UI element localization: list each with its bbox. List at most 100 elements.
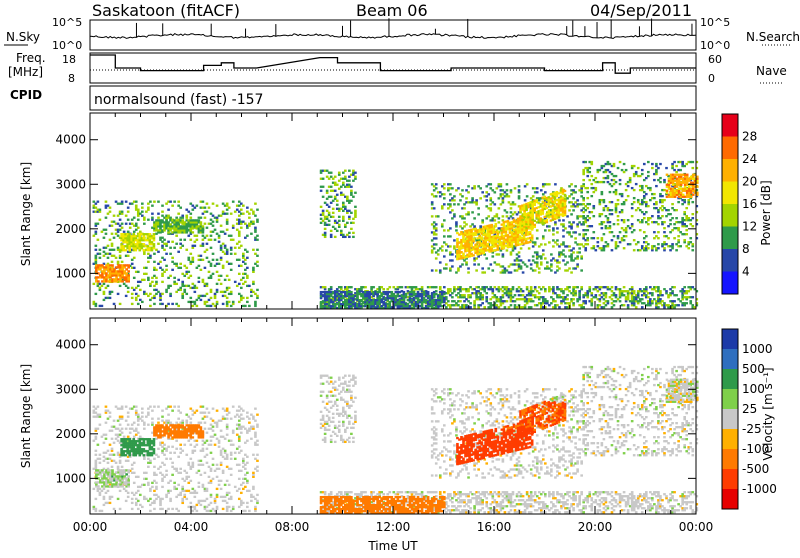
power-cell (605, 205, 608, 207)
power-cell (328, 206, 331, 208)
power-cell (649, 286, 652, 288)
power-cell (125, 201, 128, 203)
power-cell (676, 186, 679, 188)
power-cell (95, 233, 98, 235)
power-cell (647, 161, 650, 163)
power-cell (681, 294, 684, 296)
power-cell (200, 221, 203, 223)
power-cell (619, 231, 622, 233)
power-cell (356, 295, 359, 297)
power-cell (489, 263, 492, 265)
power-cell (320, 172, 323, 174)
power-cell (107, 213, 110, 215)
power-cell (202, 201, 205, 203)
power-cell (651, 167, 654, 169)
power-cell (169, 223, 172, 225)
power-cell (453, 215, 456, 217)
colorbar-tick-label: 16 (742, 197, 757, 211)
power-cell (683, 286, 686, 288)
velocity-cell (93, 406, 96, 408)
power-cell (376, 293, 379, 295)
power-cell (643, 217, 646, 219)
power-cell (665, 215, 668, 217)
power-cell (433, 295, 436, 297)
power-cell (500, 195, 503, 197)
power-cell (165, 225, 168, 227)
power-cell (663, 288, 666, 290)
power-cell (99, 249, 102, 251)
power-cell (340, 288, 343, 290)
power-cell (582, 199, 585, 201)
power-cell (340, 186, 343, 188)
power-cell (514, 294, 517, 296)
power-cell (493, 219, 496, 221)
power-cell (552, 290, 555, 292)
power-cell (204, 251, 207, 253)
power-cell (498, 253, 501, 255)
power-cell (218, 279, 221, 281)
power-cell (177, 223, 180, 225)
power-cell (663, 179, 666, 181)
power-cell (342, 182, 345, 184)
power-cell (582, 306, 585, 308)
power-cell (506, 269, 509, 271)
power-cell (665, 290, 668, 292)
power-cell (607, 207, 610, 209)
power-cell (93, 235, 96, 237)
power-cell (220, 225, 223, 227)
power-cell (324, 232, 327, 234)
power-cell (627, 290, 630, 292)
power-cell (592, 247, 595, 249)
power-cell (252, 211, 255, 213)
power-cell (673, 306, 676, 308)
power-cell (521, 218, 524, 220)
power-cell (147, 261, 150, 263)
velocity-cell (101, 490, 104, 492)
power-cell (210, 223, 213, 225)
power-cell (544, 290, 547, 292)
power-cell (179, 207, 182, 209)
power-cell (240, 265, 243, 267)
power-cell (516, 253, 519, 255)
velocity-cell (95, 466, 98, 468)
power-cell (103, 299, 106, 301)
power-cell (687, 201, 690, 203)
power-cell (344, 236, 347, 238)
power-cell (469, 286, 472, 288)
power-cell (532, 255, 535, 257)
velocity-cell (93, 410, 96, 412)
power-cell (230, 253, 233, 255)
power-cell (149, 233, 152, 235)
velocity-cell (95, 508, 98, 510)
power-cell (348, 202, 351, 204)
power-cell (491, 288, 494, 290)
power-cell (344, 178, 347, 180)
power-cell (588, 171, 591, 173)
power-cell (97, 239, 100, 241)
power-cell (493, 286, 496, 288)
power-cell (461, 215, 464, 217)
power-cell (566, 215, 569, 217)
power-cell (210, 265, 213, 267)
power-cell (123, 283, 126, 285)
power-cell (568, 302, 571, 304)
power-cell (200, 217, 203, 219)
power-cell (586, 239, 589, 241)
power-cell (473, 300, 476, 302)
power-cell (599, 298, 602, 300)
power-cell (491, 255, 494, 257)
power-cell (187, 285, 190, 287)
power-cell (455, 294, 458, 296)
power-cell (447, 292, 450, 294)
power-cell (576, 263, 579, 265)
power-cell (238, 201, 241, 203)
velocity-cell (107, 462, 110, 464)
power-cell (439, 286, 442, 288)
power-cell (240, 295, 243, 297)
power-cell (171, 303, 174, 305)
power-cell (350, 228, 353, 230)
power-cell (189, 263, 192, 265)
power-cell (540, 255, 543, 257)
power-cell (175, 265, 178, 267)
power-cell (155, 283, 158, 285)
